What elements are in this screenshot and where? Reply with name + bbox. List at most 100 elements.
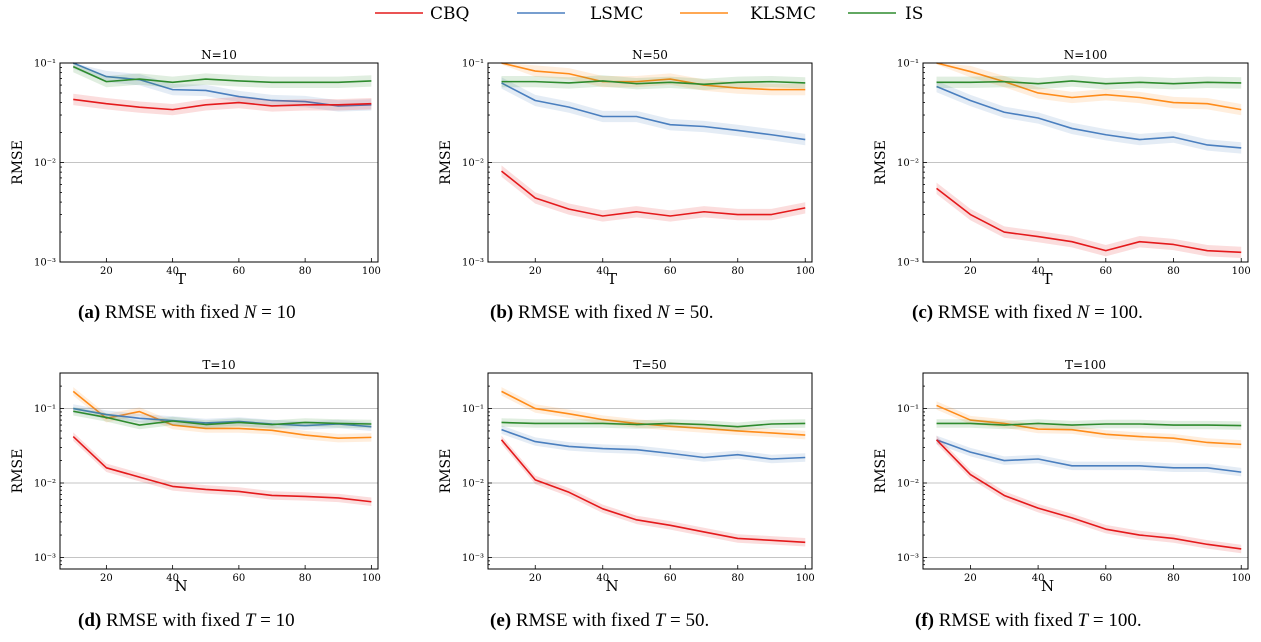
panel-title: T=50	[633, 358, 666, 372]
caption-b-text: RMSE with fixed	[517, 302, 653, 323]
panel-title: N=50	[632, 48, 668, 62]
x-tick-label: 20	[529, 573, 542, 584]
panel-title: N=10	[201, 48, 237, 62]
band-cbq	[501, 435, 806, 547]
series-line-cbq	[935, 439, 1242, 550]
y-tick-label: 10⁻²	[34, 158, 56, 169]
caption-d-var: T	[244, 610, 256, 631]
x-axis-label: T	[176, 270, 186, 288]
y-axis-label: RMSE	[438, 449, 454, 494]
x-tick-label: 80	[1167, 573, 1180, 584]
y-tick-label: 10⁻¹	[34, 404, 56, 415]
band-klsmc	[936, 63, 1242, 116]
caption-b-tail: .	[708, 302, 714, 323]
series-line-is	[72, 65, 372, 84]
series-line-klsmc	[936, 404, 1242, 446]
x-tick-label: 40	[596, 573, 609, 584]
y-tick-label: 10⁻¹	[462, 404, 484, 415]
chart-panel-2: 20 40 60 80 100 10⁻³ 10⁻² 10⁻¹ N=50 T RMSE	[438, 48, 815, 288]
x-tick-label: 20	[529, 266, 542, 277]
x-tick-label: 60	[664, 573, 677, 584]
chart-panel-5: 20 40 60 80 100 10⁻³ 10⁻² 10⁻¹ T=50 N RMSE	[438, 358, 815, 595]
band-cbq	[501, 165, 806, 222]
caption-e-var: T	[654, 610, 666, 631]
legend: CBQ LSMC KLSMC IS	[375, 4, 923, 24]
x-tick-label: 80	[1167, 266, 1180, 277]
x-tick-label: 60	[1099, 266, 1112, 277]
x-tick-label: 40	[1032, 573, 1045, 584]
band-klsmc	[936, 401, 1242, 449]
x-tick-label: 20	[100, 573, 113, 584]
legend-label-klsmc: KLSMC	[750, 4, 816, 24]
x-axis-label: T	[607, 270, 617, 288]
band-lsmc	[501, 425, 806, 464]
y-tick-label: 10⁻²	[462, 158, 484, 169]
legend-label-is: IS	[905, 4, 923, 24]
y-tick-label: 10⁻³	[34, 258, 56, 269]
x-tick-label: 60	[233, 573, 246, 584]
caption-c-tail: .	[1138, 302, 1143, 323]
band-lsmc	[501, 77, 806, 146]
band-cbq	[73, 93, 372, 116]
series-line-cbq	[500, 439, 806, 544]
y-tick-label: 10⁻³	[897, 553, 919, 564]
caption-f-var: T	[1077, 610, 1089, 631]
caption-c-text: RMSE with fixed	[937, 302, 1072, 323]
series-line-klsmc	[936, 62, 1242, 111]
x-tick-label: 40	[166, 266, 179, 277]
panel-title: T=10	[202, 358, 235, 372]
y-axis-label: RMSE	[873, 449, 889, 494]
band-cbq	[73, 432, 372, 506]
caption-c-eq: = 100	[1094, 302, 1139, 323]
legend-label-cbq: CBQ	[430, 4, 469, 24]
caption-e-tail: .	[704, 610, 710, 631]
caption-b-label: (b)	[490, 302, 514, 323]
series-line-cbq	[501, 170, 806, 217]
y-tick-label: 10⁻¹	[897, 404, 919, 415]
y-axis-label: RMSE	[10, 449, 26, 494]
band-klsmc	[73, 387, 372, 443]
x-tick-label: 100	[362, 573, 381, 584]
chart-panel-4: 20 40 60 80 100 10⁻³ 10⁻² 10⁻¹ T=10 N RMSE	[10, 358, 381, 595]
y-tick-label: 10⁻²	[462, 478, 484, 489]
caption-d-text: RMSE with fixed	[105, 610, 241, 631]
band-cbq	[936, 435, 1242, 554]
series-line-cbq	[72, 436, 372, 503]
x-axis-label: N	[605, 577, 618, 595]
x-tick-label: 40	[596, 266, 609, 277]
caption-a-var: N	[243, 302, 257, 323]
y-tick-label: 10⁻³	[34, 553, 56, 564]
y-axis-label: RMSE	[10, 140, 26, 185]
series-line-cbq	[73, 98, 372, 111]
series-line-klsmc	[72, 390, 372, 439]
x-tick-label: 40	[166, 573, 179, 584]
caption-b-eq: = 50	[674, 302, 709, 323]
series-line-lsmc	[73, 407, 372, 428]
x-tick-label: 80	[731, 266, 744, 277]
caption-a-eq: = 10	[261, 302, 296, 323]
x-tick-label: 100	[796, 573, 815, 584]
y-tick-label: 10⁻³	[462, 258, 484, 269]
caption-f: (f) RMSE with fixed T = 100.	[915, 610, 1142, 632]
x-tick-label: 60	[664, 266, 677, 277]
band-lsmc	[73, 404, 372, 431]
chart-panel-3: 20 40 60 80 100 10⁻³ 10⁻² 10⁻¹ N=100 T RMSE	[873, 48, 1251, 288]
caption-b-var: N	[656, 302, 670, 323]
series-line-lsmc	[72, 62, 372, 107]
x-tick-label: 40	[1032, 266, 1045, 277]
plot-frame	[922, 372, 1249, 570]
band-lsmc	[73, 63, 372, 112]
x-tick-label: 60	[233, 266, 246, 277]
plot-frame	[59, 372, 379, 570]
y-axis-label: RMSE	[873, 140, 889, 185]
series-line-lsmc	[501, 82, 806, 141]
y-tick-label: 10⁻³	[462, 553, 484, 564]
panel-title: N=100	[1064, 48, 1107, 62]
x-tick-label: 100	[1232, 573, 1251, 584]
caption-e-eq: = 50	[669, 610, 705, 631]
band-is	[73, 63, 372, 88]
x-axis-label: N	[174, 577, 187, 595]
series-line-klsmc	[501, 390, 806, 436]
y-tick-label: 10⁻³	[897, 258, 919, 269]
caption-d-eq: = 10	[260, 610, 295, 631]
